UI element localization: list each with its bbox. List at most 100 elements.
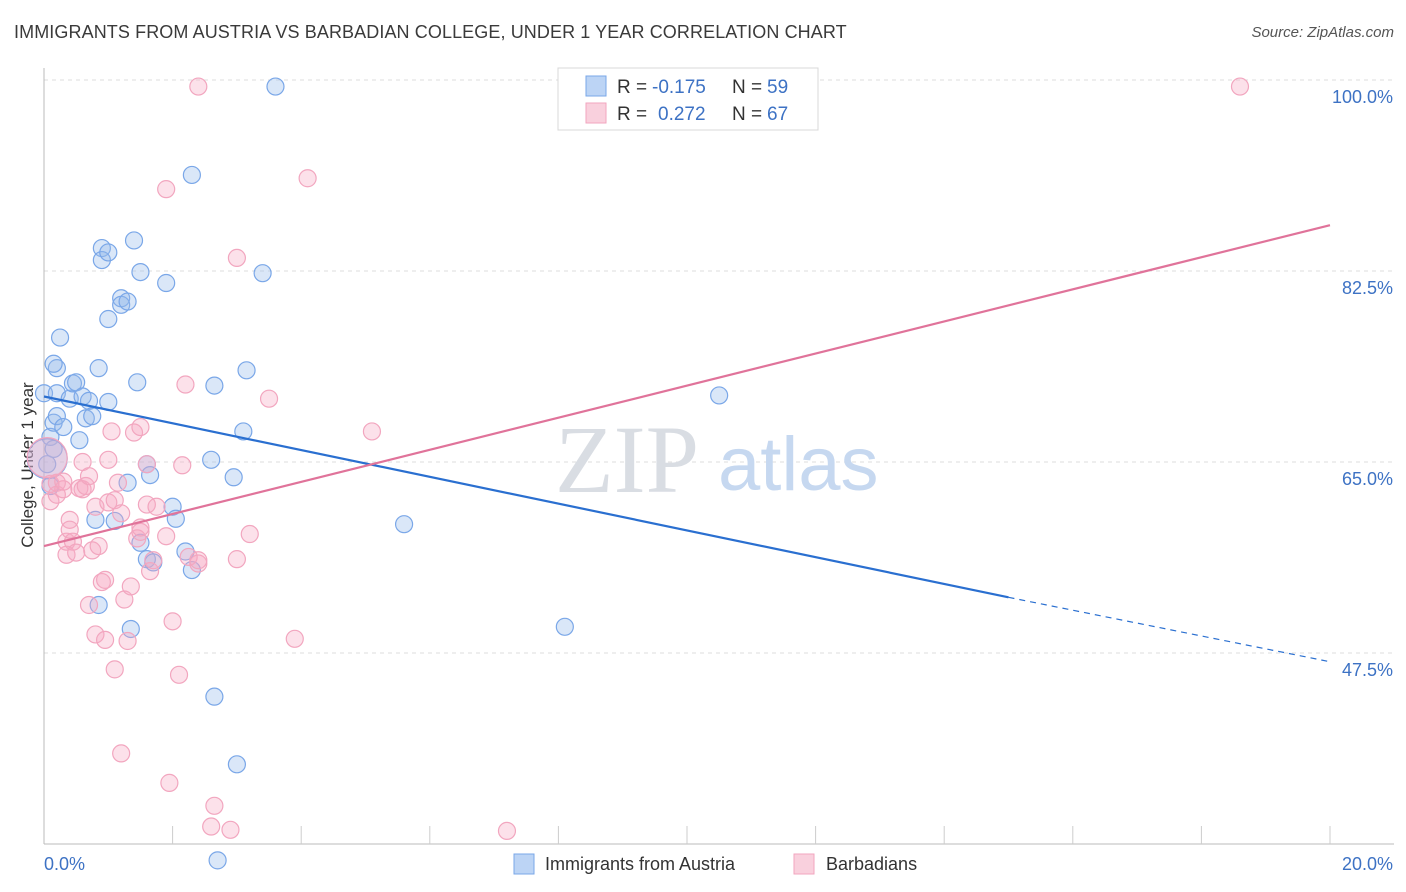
data-point-barbadians	[205, 796, 224, 815]
data-point-austria	[131, 262, 150, 282]
data-point-austria	[208, 851, 227, 870]
x-tick-label: 0.0%	[44, 854, 85, 874]
data-point-austria	[89, 359, 108, 378]
data-point-barbadians	[179, 547, 198, 567]
x-tick-label: 20.0%	[1342, 854, 1393, 874]
data-point-barbadians	[121, 577, 140, 596]
trend-lines	[43, 224, 1331, 663]
data-point-barbadians	[157, 527, 176, 546]
legend-r-value-2: 0.272	[658, 104, 706, 125]
data-point-austria	[99, 243, 118, 262]
data-point-austria	[176, 542, 195, 561]
data-point-barbadians	[173, 456, 192, 475]
trend-line-barbadians	[43, 224, 1331, 548]
series-legend: Immigrants from Austria Barbadians	[513, 853, 917, 875]
legend-n-label-2: N =	[732, 104, 762, 125]
data-point-barbadians	[1230, 77, 1250, 96]
data-point-barbadians	[67, 543, 86, 562]
data-point-barbadians	[115, 590, 134, 609]
data-point-barbadians	[54, 472, 73, 491]
legend-swatch-barbadians	[585, 102, 607, 124]
data-point-austria	[83, 407, 102, 426]
data-point-barbadians	[227, 248, 246, 268]
data-point-austria	[157, 273, 176, 293]
data-point-barbadians	[160, 773, 179, 792]
data-point-austria	[44, 354, 63, 373]
data-point-barbadians	[89, 536, 108, 556]
data-point-barbadians	[105, 491, 124, 510]
data-point-austria	[253, 264, 272, 283]
data-point-austria	[70, 431, 89, 450]
data-point-barbadians	[140, 562, 160, 581]
y-tick-label: 65.0%	[1342, 469, 1393, 489]
series-label-barbadians: Barbadians	[826, 854, 917, 874]
data-point-austria	[224, 468, 243, 487]
data-point-barbadians	[137, 455, 156, 474]
x-tick-labels: 0.0% 20.0%	[44, 854, 1393, 874]
data-point-barbadians	[298, 169, 317, 188]
legend-n-value-2: 67	[767, 104, 788, 125]
data-point-barbadians	[112, 504, 131, 523]
legend-r-label-1: R =	[617, 77, 647, 98]
data-point-austria	[205, 687, 224, 706]
data-point-austria	[124, 231, 144, 250]
data-point-barbadians	[118, 631, 137, 651]
watermark: ZIP atlas	[555, 406, 879, 513]
legend-n-label-1: N =	[732, 77, 762, 98]
data-point-austria	[38, 455, 57, 474]
data-point-barbadians	[240, 524, 259, 544]
data-point-austria	[118, 292, 137, 311]
data-point-barbadians	[259, 389, 279, 408]
data-point-austria	[54, 417, 73, 437]
data-point-austria	[163, 497, 182, 516]
watermark-atlas: atlas	[718, 422, 879, 507]
data-point-barbadians	[95, 570, 115, 589]
trend-line-extension	[1008, 596, 1331, 663]
data-point-barbadians	[147, 497, 166, 516]
data-point-barbadians	[95, 630, 115, 650]
data-point-barbadians	[60, 510, 79, 529]
chart-source: Source: ZipAtlas.com	[1251, 24, 1394, 41]
data-point-barbadians	[112, 744, 131, 763]
data-point-austria	[237, 361, 256, 380]
data-point-barbadians	[99, 450, 118, 469]
data-point-barbadians	[221, 820, 240, 839]
data-point-barbadians	[362, 422, 382, 441]
data-point-austria	[234, 422, 253, 441]
data-point-barbadians	[144, 551, 163, 570]
data-point-barbadians	[79, 467, 99, 486]
data-point-barbadians	[76, 476, 95, 496]
data-point-barbadians	[92, 572, 111, 592]
data-point-austria	[140, 465, 160, 485]
series-label-austria: Immigrants from Austria	[545, 854, 736, 874]
data-point-barbadians	[73, 480, 92, 499]
data-point-barbadians	[189, 77, 208, 96]
data-point-barbadians	[105, 660, 124, 679]
data-point-austria	[121, 619, 140, 639]
data-point-austria	[266, 77, 285, 96]
data-point-austria	[710, 386, 729, 405]
data-point-barbadians	[202, 817, 221, 836]
data-point-austria	[128, 373, 147, 392]
y-tick-label: 82.5%	[1342, 278, 1393, 298]
data-point-barbadians	[54, 480, 73, 499]
y-tick-labels: 100.0% 82.5% 65.0% 47.5%	[1332, 87, 1393, 680]
data-point-barbadians	[163, 612, 182, 631]
data-point-austria	[118, 473, 137, 492]
legend-r-value-1: -0.175	[652, 77, 706, 98]
data-point-austria	[92, 250, 111, 270]
y-tick-label: 100.0%	[1332, 87, 1393, 107]
legend-swatch-austria	[585, 75, 607, 97]
y-tick-label: 47.5%	[1342, 660, 1393, 680]
data-point-barbadians	[47, 473, 66, 492]
data-point-austria	[50, 328, 70, 347]
data-point-austria	[89, 595, 108, 615]
data-point-austria	[555, 617, 574, 636]
data-point-barbadians	[285, 629, 304, 648]
data-point-austria	[394, 515, 414, 534]
legend-r-label-2: R =	[617, 104, 647, 125]
data-point-barbadians	[189, 551, 208, 570]
data-point-barbadians	[176, 375, 195, 394]
data-point-barbadians	[79, 595, 99, 615]
data-point-barbadians	[157, 180, 176, 199]
